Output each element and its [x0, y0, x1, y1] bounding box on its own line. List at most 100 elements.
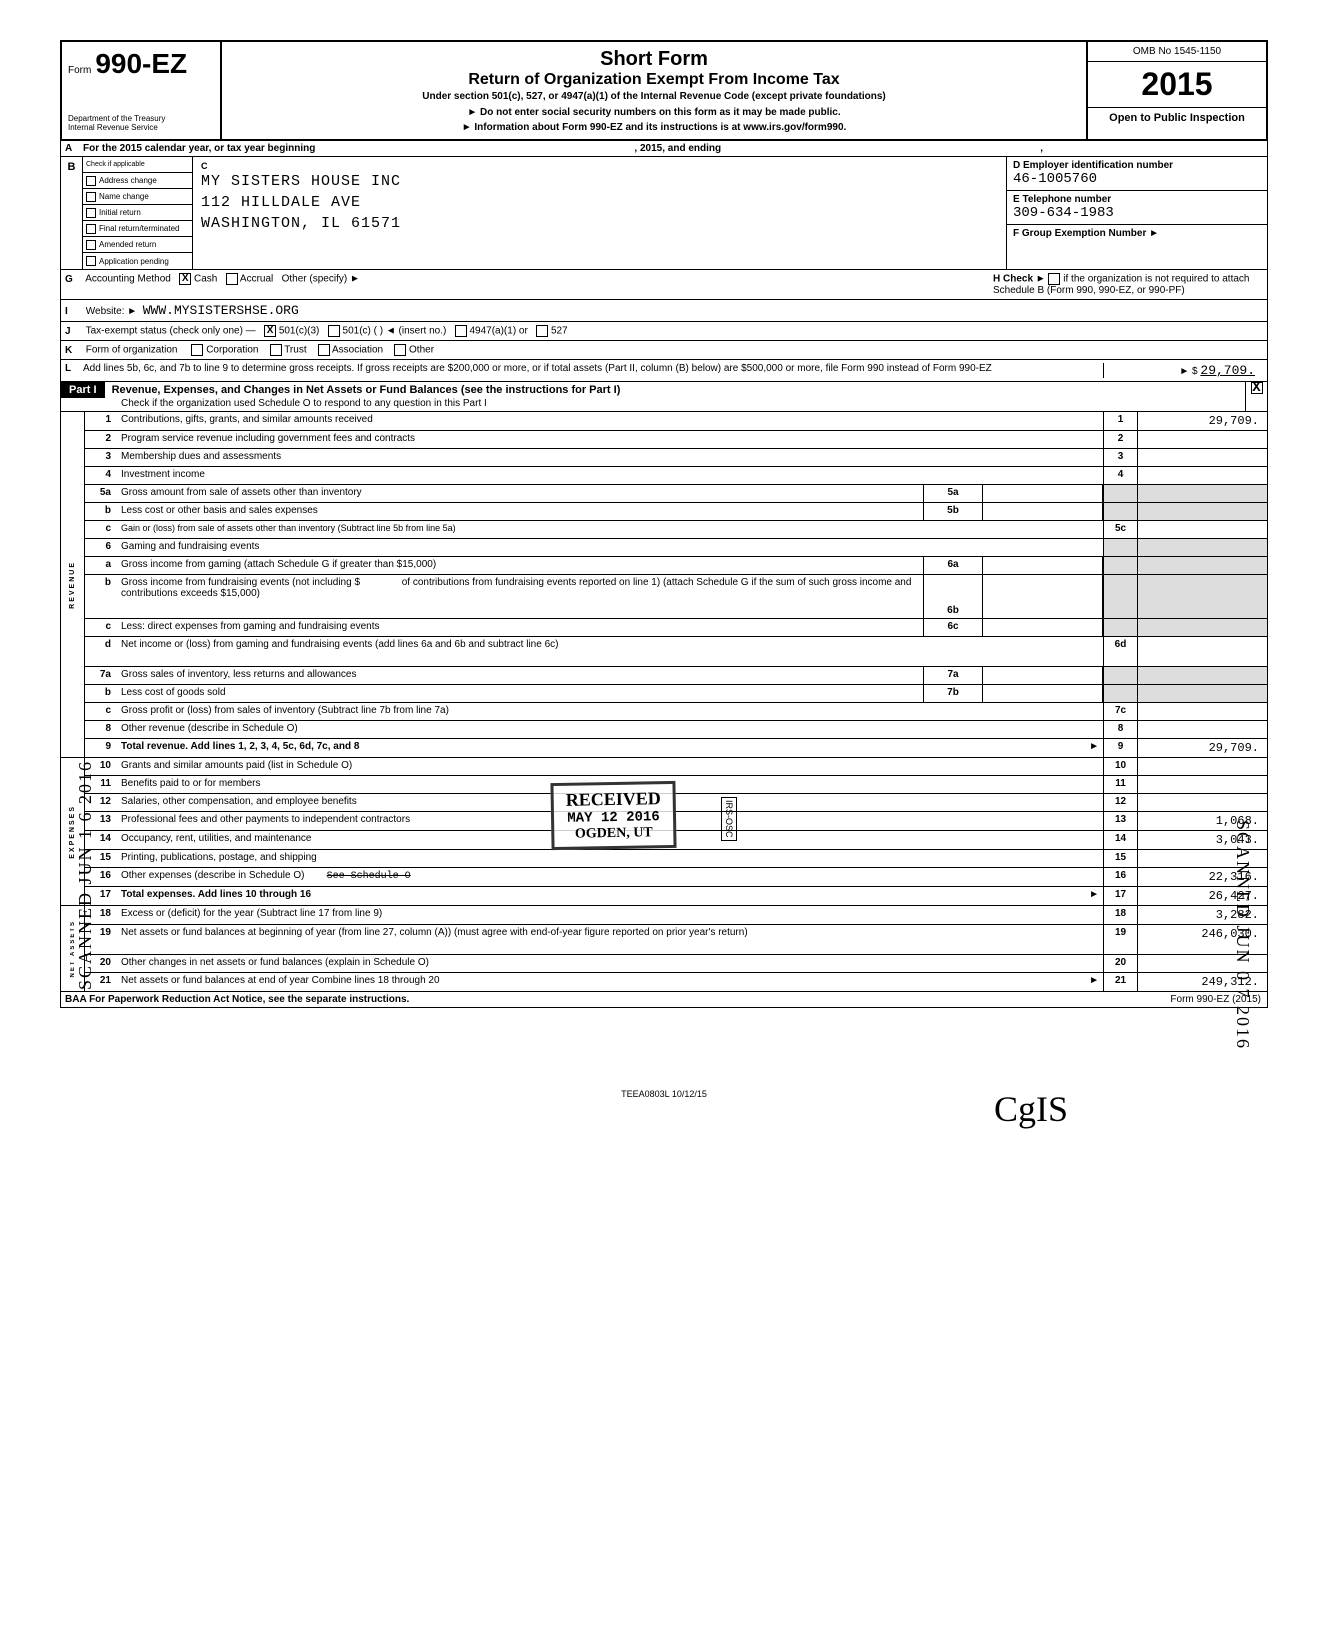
l-text: Add lines 5b, 6c, and 7b to line 9 to de…	[83, 363, 1103, 378]
ln6a-desc: Gross income from gaming (attach Schedul…	[117, 557, 923, 574]
irs-osc-stamp: IRS-OSC	[721, 797, 737, 841]
ln2-num: 2	[85, 431, 117, 448]
label-g: G	[65, 274, 83, 285]
chk-527[interactable]	[536, 325, 548, 337]
chk-other-org[interactable]	[394, 344, 406, 356]
chk-initial-return[interactable]	[86, 208, 96, 218]
label-k: K	[65, 345, 83, 356]
chk-application-pending[interactable]	[86, 256, 96, 266]
ln5b-shade	[1103, 503, 1137, 520]
ln7c-end: 7c	[1103, 703, 1137, 720]
org-city-state-zip: WASHINGTON, IL 61571	[201, 213, 998, 234]
chk-4947[interactable]	[455, 325, 467, 337]
received-stamp: RECEIVED MAY 12 2016 OGDEN, UT	[550, 781, 676, 850]
form-header: Form 990-EZ Department of the Treasury I…	[60, 40, 1268, 141]
label-j: J	[65, 326, 83, 337]
ln7b-mid: 7b	[923, 685, 983, 702]
ln5b-mid: 5b	[923, 503, 983, 520]
ln5c-val	[1137, 521, 1267, 538]
lbl-trust: Trust	[284, 345, 306, 356]
ln7a-midval	[983, 667, 1103, 684]
chk-trust[interactable]	[270, 344, 282, 356]
ln17-desc: Total expenses. Add lines 10 through 16 …	[117, 887, 1103, 905]
ln6c-mid: 6c	[923, 619, 983, 636]
ln5a-mid: 5a	[923, 485, 983, 502]
ln7c-desc: Gross profit or (loss) from sales of inv…	[117, 703, 1103, 720]
ln6-num: 6	[85, 539, 117, 556]
note-info: ► Information about Form 990-EZ and its …	[232, 122, 1076, 133]
ln2-desc: Program service revenue including govern…	[117, 431, 1103, 448]
chk-501c3[interactable]: X	[264, 325, 276, 337]
footer: BAA For Paperwork Reduction Act Notice, …	[60, 992, 1268, 1008]
ln5b-num: b	[85, 503, 117, 520]
label-b: B	[61, 157, 83, 269]
chk-accrual[interactable]	[226, 273, 238, 285]
ln14-end: 14	[1103, 831, 1137, 849]
dept-irs: Internal Revenue Service	[68, 124, 214, 133]
baa-notice: BAA For Paperwork Reduction Act Notice, …	[61, 992, 1164, 1007]
chk-amended[interactable]	[86, 240, 96, 250]
stamp-ogden: OGDEN, UT	[566, 825, 661, 843]
ln6c-midval	[983, 619, 1103, 636]
ln15-desc: Printing, publications, postage, and shi…	[117, 850, 1103, 867]
label-c: C	[201, 161, 998, 171]
lbl-final-return: Final return/terminated	[99, 224, 179, 233]
scanned-stamp-right: SCANNED JUN 0 7 2016	[1232, 820, 1253, 1050]
ln6a-shadeval	[1137, 557, 1267, 574]
part1-check[interactable]: X	[1251, 382, 1263, 394]
ln5a-shade	[1103, 485, 1137, 502]
lbl-other-org: Other	[409, 345, 434, 356]
ln15-end: 15	[1103, 850, 1137, 867]
ln6b-desc: Gross income from fundraising events (no…	[117, 575, 923, 618]
ln6a-num: a	[85, 557, 117, 574]
ln1-end: 1	[1103, 412, 1137, 430]
ln7b-midval	[983, 685, 1103, 702]
ln7c-val	[1137, 703, 1267, 720]
ln7a-desc: Gross sales of inventory, less returns a…	[117, 667, 923, 684]
row-k: K Form of organization Corporation Trust…	[60, 341, 1268, 360]
chk-name-change[interactable]	[86, 192, 96, 202]
ln7b-shadeval	[1137, 685, 1267, 702]
ln6a-mid: 6a	[923, 557, 983, 574]
row-a: A For the 2015 calendar year, or tax yea…	[60, 141, 1268, 157]
ln5a-num: 5a	[85, 485, 117, 502]
lbl-corporation: Corporation	[206, 345, 258, 356]
chk-501c[interactable]	[328, 325, 340, 337]
ln7c-num: c	[85, 703, 117, 720]
row-l: L Add lines 5b, 6c, and 7b to line 9 to …	[60, 360, 1268, 382]
lbl-cash: Cash	[194, 274, 217, 285]
lbl-association: Association	[332, 345, 383, 356]
chk-association[interactable]	[318, 344, 330, 356]
ln5b-midval	[983, 503, 1103, 520]
row-a-mid: , 2015, and ending	[634, 143, 721, 154]
ln6c-num: c	[85, 619, 117, 636]
ln5a-midval	[983, 485, 1103, 502]
ln5b-desc: Less cost or other basis and sales expen…	[117, 503, 923, 520]
ln6d-val	[1137, 637, 1267, 666]
ln6c-shadeval	[1137, 619, 1267, 636]
ln17-end: 17	[1103, 887, 1137, 905]
ln6d-desc: Net income or (loss) from gaming and fun…	[117, 637, 1103, 666]
side-revenue: REVENUE	[61, 412, 85, 758]
ln3-val	[1137, 449, 1267, 466]
ln7a-shadeval	[1137, 667, 1267, 684]
ln12-end: 12	[1103, 794, 1137, 811]
lbl-amended: Amended return	[99, 240, 156, 249]
chk-final-return[interactable]	[86, 224, 96, 234]
ln5a-desc: Gross amount from sale of assets other t…	[117, 485, 923, 502]
chk-h[interactable]	[1048, 273, 1060, 285]
ln5c-num: c	[85, 521, 117, 538]
part1-header: Part I Revenue, Expenses, and Changes in…	[60, 382, 1268, 412]
lbl-4947: 4947(a)(1) or	[469, 326, 527, 337]
ln6-desc: Gaming and fundraising events	[117, 539, 1103, 556]
ln18-desc: Excess or (deficit) for the year (Subtra…	[117, 906, 1103, 924]
part1-table: REVENUE 1Contributions, gifts, grants, a…	[60, 412, 1268, 992]
ln3-desc: Membership dues and assessments	[117, 449, 1103, 466]
chk-address-change[interactable]	[86, 176, 96, 186]
ln10-end: 10	[1103, 758, 1137, 775]
chk-corporation[interactable]	[191, 344, 203, 356]
row-j: J Tax-exempt status (check only one) — X…	[60, 322, 1268, 341]
chk-cash[interactable]: X	[179, 273, 191, 285]
ln6-shade	[1103, 539, 1137, 556]
j-text: Tax-exempt status (check only one) —	[86, 326, 256, 337]
